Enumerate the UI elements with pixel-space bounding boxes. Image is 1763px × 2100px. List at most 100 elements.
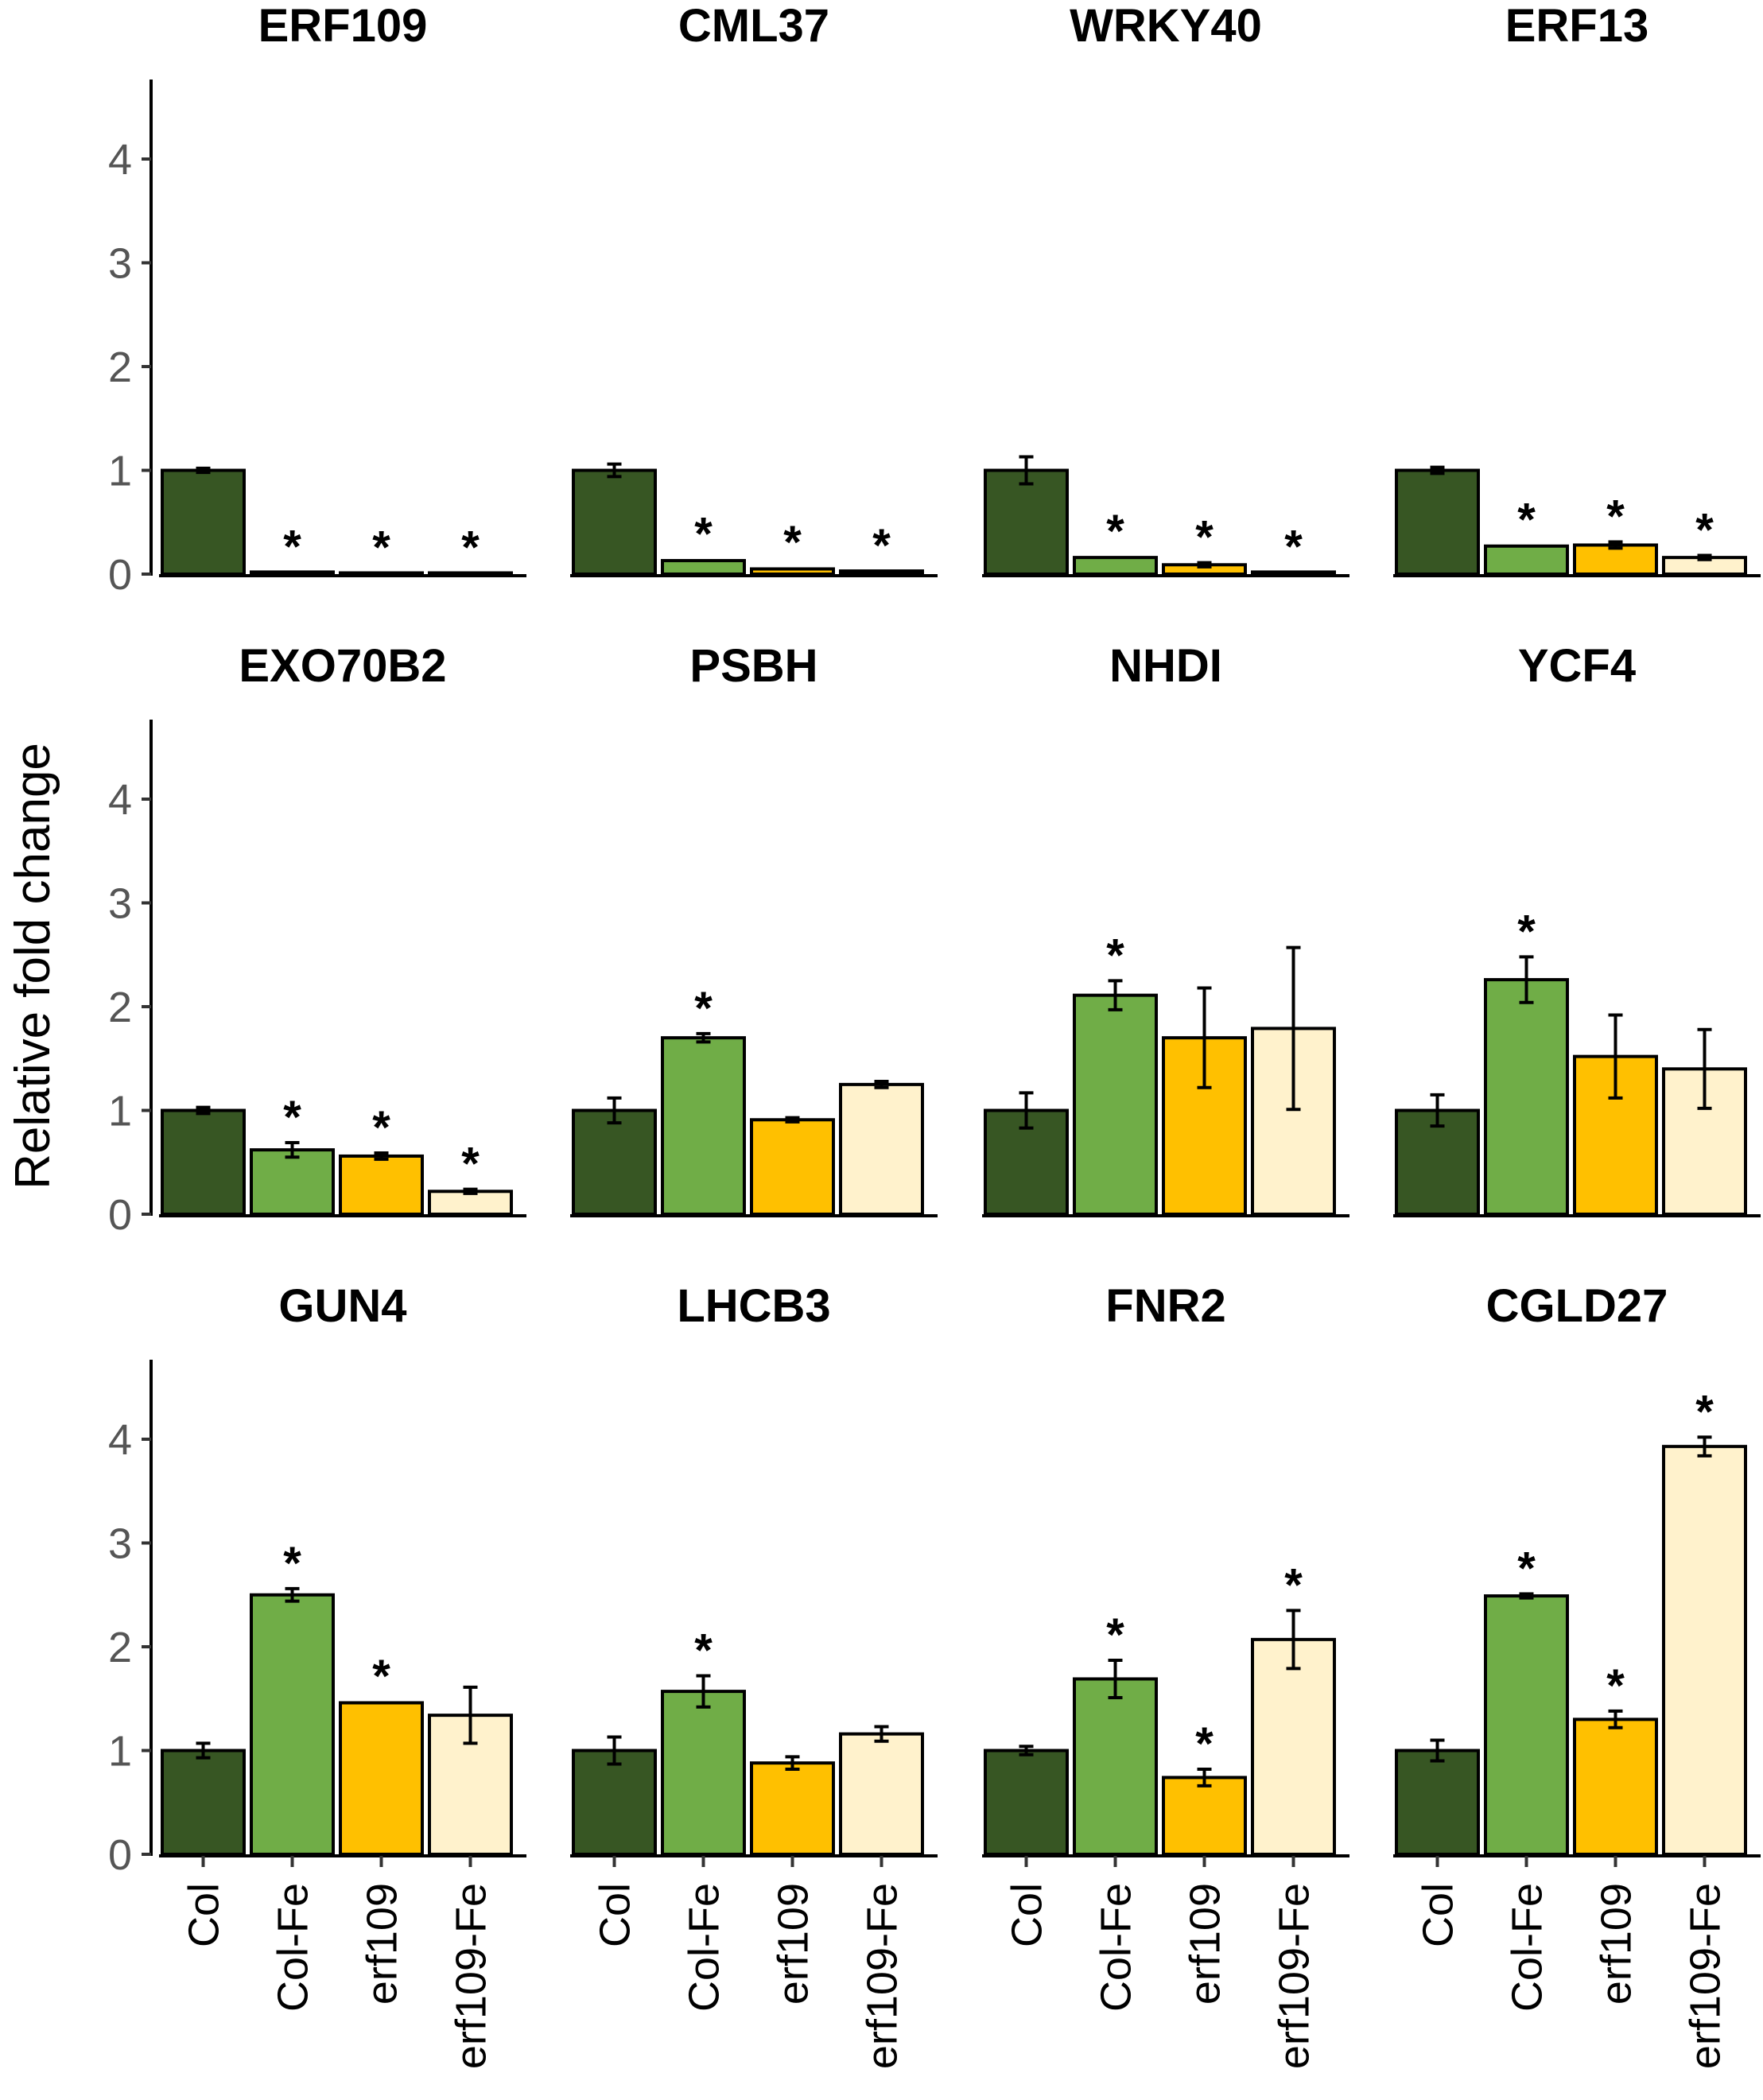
panel-title: CML37	[678, 0, 829, 52]
significance-star: *	[872, 520, 891, 572]
panel-title: YCF4	[1518, 640, 1636, 692]
significance-star: *	[372, 1102, 390, 1154]
bar-col	[984, 468, 1069, 576]
bar-col	[161, 468, 246, 576]
x-tick-label: erf109-Fe	[859, 1883, 907, 2069]
significance-star: *	[283, 1092, 301, 1143]
panel-gun4: GUN4 0 1 2 3 4 * * Col Col-Fe erf109 erf109-Fe	[108, 1280, 526, 2069]
x-tick-label: erf109	[359, 1883, 406, 2005]
x-tick-label: erf109-Fe	[448, 1883, 495, 2069]
y-tick-label: 4	[108, 1416, 132, 1464]
panel-title: GUN4	[278, 1280, 406, 1332]
y-tick-label: 3	[108, 240, 132, 288]
significance-star: *	[1606, 491, 1625, 543]
significance-star: *	[1695, 505, 1714, 557]
x-tick-label: Col	[181, 1883, 228, 1947]
significance-star: *	[694, 509, 713, 561]
panel-title: NHDI	[1109, 640, 1222, 692]
x-tick-label: erf109-Fe	[1682, 1883, 1730, 2069]
bar-erf109-fe	[428, 1190, 513, 1217]
bar-col-fe	[1073, 993, 1158, 1217]
bar-erf109-fe	[1662, 1445, 1747, 1856]
significance-star: *	[461, 522, 480, 574]
x-tick-label: Col-Fe	[1504, 1883, 1551, 2012]
y-tick-label: 4	[108, 776, 132, 824]
bar-erf109	[1573, 1718, 1658, 1857]
bar-col	[1395, 468, 1480, 576]
x-tick-label: erf109	[1182, 1883, 1229, 2005]
x-tick-label: erf109-Fe	[1271, 1883, 1318, 2069]
bar-col	[984, 1749, 1069, 1856]
panel-exo70b2: EXO70B2 0 1 2 3 4 * * *	[108, 640, 526, 1239]
bar-col	[161, 1749, 246, 1856]
significance-star: *	[1284, 521, 1303, 573]
significance-star: *	[783, 517, 802, 569]
significance-star: *	[694, 1625, 713, 1677]
bar-erf109	[1162, 1776, 1247, 1856]
significance-star: *	[1106, 506, 1124, 557]
x-tick-label: Col	[592, 1883, 639, 1947]
bar-col	[572, 1108, 657, 1216]
bar-col-fe	[1073, 1677, 1158, 1857]
panel-erf109: ERF109 0 1 2 3 4 * * *	[108, 0, 526, 599]
panel-psbh: PSBH *	[570, 640, 938, 1217]
y-tick-label: 1	[108, 448, 132, 495]
significance-star: *	[1517, 906, 1536, 957]
bar-erf109	[339, 1701, 424, 1856]
significance-star: *	[1284, 1559, 1303, 1611]
bar-erf109	[750, 567, 835, 576]
panel-cml37: CML37 * * *	[570, 0, 938, 577]
y-tick-label: 0	[108, 1191, 132, 1239]
significance-star: *	[1106, 1609, 1124, 1661]
panel-ycf4: YCF4 *	[1393, 640, 1761, 1217]
bar-erf109-fe	[839, 1082, 924, 1216]
x-tick-label: Col-Fe	[1093, 1883, 1140, 2012]
panel-title: FNR2	[1105, 1280, 1225, 1332]
significance-star: *	[1606, 1660, 1625, 1712]
y-tick-label: 1	[108, 1088, 132, 1135]
bar-col-fe	[1484, 1594, 1569, 1857]
panel-title: ERF13	[1505, 0, 1649, 52]
significance-star: *	[1195, 1718, 1214, 1770]
significance-star: *	[461, 1139, 480, 1190]
y-tick-label: 2	[108, 344, 132, 391]
y-tick-label: 4	[108, 136, 132, 184]
panel-title: LHCB3	[677, 1280, 830, 1332]
panel-nhdi: NHDI *	[982, 640, 1349, 1217]
panel-erf13: ERF13 * * *	[1393, 0, 1761, 577]
y-tick-label: 3	[108, 880, 132, 928]
panel-wrky40: WRKY40 * * *	[982, 0, 1349, 577]
significance-star: *	[1106, 930, 1124, 981]
x-tick-label: Col-Fe	[681, 1883, 728, 2012]
panel-fnr2: FNR2 * * * Col Col-Fe erf109 erf109-Fe	[982, 1280, 1349, 2069]
x-tick-label: erf109	[1593, 1883, 1641, 2005]
y-tick-label: 2	[108, 984, 132, 1031]
x-tick-label: Col	[1004, 1883, 1051, 1947]
y-tick-label: 0	[108, 551, 132, 599]
significance-star: *	[283, 521, 301, 573]
y-tick-label: 3	[108, 1520, 132, 1568]
panel-title: ERF109	[258, 0, 428, 52]
significance-star: *	[372, 522, 390, 574]
y-tick-label: 0	[108, 1831, 132, 1879]
bar-col	[1395, 1749, 1480, 1856]
y-tick-label: 1	[108, 1728, 132, 1776]
significance-star: *	[372, 1651, 390, 1702]
bar-col	[572, 1749, 657, 1856]
y-tick-label: 2	[108, 1624, 132, 1671]
panel-title: WRKY40	[1070, 0, 1262, 52]
bar-erf109	[750, 1118, 835, 1216]
significance-star: *	[1517, 1543, 1536, 1594]
y-axis-label: Relative fold change	[6, 743, 60, 1190]
bar-erf109	[339, 1154, 424, 1217]
panel-title: PSBH	[689, 640, 817, 692]
bar-erf109	[750, 1761, 835, 1856]
significance-star: *	[694, 983, 713, 1034]
bar-col-fe	[250, 1148, 335, 1216]
panel-cgld27: CGLD27 * * * Col Col-Fe erf109 erf109-Fe	[1393, 1280, 1761, 2069]
bar-col-fe	[1484, 978, 1569, 1216]
bar-col-fe	[661, 559, 746, 576]
bar-erf109-fe	[1251, 1637, 1336, 1856]
